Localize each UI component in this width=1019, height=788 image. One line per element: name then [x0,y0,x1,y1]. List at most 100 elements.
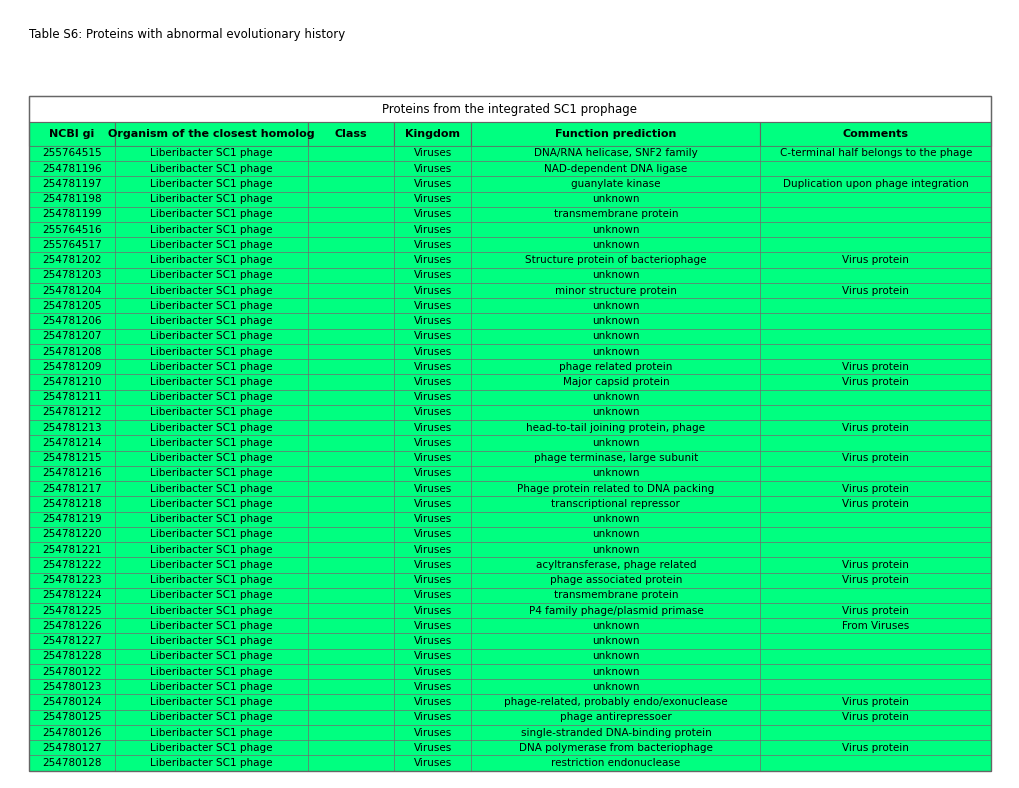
Text: Liberibacter SC1 phage: Liberibacter SC1 phage [150,727,272,738]
Text: Virus protein: Virus protein [842,606,909,615]
Text: phage-related, probably endo/exonuclease: phage-related, probably endo/exonuclease [503,697,727,707]
Bar [394,679,471,694]
Bar [759,756,990,771]
Bar [29,634,115,649]
Text: NCBI gi: NCBI gi [49,129,95,139]
Bar [759,679,990,694]
Bar [115,740,308,756]
Bar [308,329,394,344]
Text: unknown: unknown [592,392,639,402]
Bar [115,573,308,588]
Bar [308,177,394,191]
Bar [115,359,308,374]
Text: unknown: unknown [592,347,639,356]
Bar [308,206,394,222]
Bar [394,496,471,511]
Text: Liberibacter SC1 phage: Liberibacter SC1 phage [150,164,272,173]
Bar [471,664,759,679]
Text: 254781218: 254781218 [42,499,102,509]
Bar [115,177,308,191]
Text: Structure protein of bacteriophage: Structure protein of bacteriophage [525,255,706,265]
Bar [471,451,759,466]
Text: 254781198: 254781198 [42,194,102,204]
Text: Liberibacter SC1 phage: Liberibacter SC1 phage [150,225,272,235]
Text: Viruses: Viruses [414,270,451,281]
Text: Virus protein: Virus protein [842,743,909,753]
Text: Virus protein: Virus protein [842,377,909,387]
Bar [394,206,471,222]
Text: Viruses: Viruses [414,636,451,646]
Text: Viruses: Viruses [414,575,451,585]
Text: Liberibacter SC1 phage: Liberibacter SC1 phage [150,468,272,478]
Bar [115,283,308,298]
Text: phage related protein: phage related protein [558,362,672,372]
Text: 254780125: 254780125 [42,712,102,723]
Bar [394,527,471,542]
Bar [29,725,115,740]
Text: Liberibacter SC1 phage: Liberibacter SC1 phage [150,712,272,723]
Text: Virus protein: Virus protein [842,499,909,509]
Text: Viruses: Viruses [414,225,451,235]
Text: 254781204: 254781204 [42,285,102,296]
Bar [308,389,394,405]
Bar [308,496,394,511]
Text: Liberibacter SC1 phage: Liberibacter SC1 phage [150,697,272,707]
Text: 254781210: 254781210 [42,377,102,387]
Text: Duplication upon phage integration: Duplication upon phage integration [783,179,968,189]
Bar [394,756,471,771]
Bar [29,420,115,435]
Bar [115,511,308,527]
Bar [759,435,990,451]
Bar [29,451,115,466]
Bar [759,420,990,435]
Bar [394,252,471,268]
Text: Liberibacter SC1 phage: Liberibacter SC1 phage [150,575,272,585]
Bar [471,710,759,725]
Bar [308,619,394,634]
Text: Function prediction: Function prediction [554,129,676,139]
Bar [29,649,115,664]
Bar [29,435,115,451]
Bar [394,374,471,389]
Text: C-terminal half belongs to the phage: C-terminal half belongs to the phage [779,148,971,158]
Text: 254780127: 254780127 [42,743,102,753]
Bar [394,329,471,344]
Bar [115,466,308,481]
Text: phage terminase, large subunit: phage terminase, large subunit [533,453,697,463]
Bar [759,511,990,527]
Bar [29,603,115,619]
Bar [471,496,759,511]
Text: Liberibacter SC1 phage: Liberibacter SC1 phage [150,301,272,310]
Bar [394,664,471,679]
Bar [115,634,308,649]
Bar [394,191,471,206]
Bar [759,252,990,268]
Bar [471,481,759,496]
Text: unknown: unknown [592,468,639,478]
Bar [759,389,990,405]
Text: Virus protein: Virus protein [842,712,909,723]
Bar [394,283,471,298]
Bar [759,603,990,619]
Text: Liberibacter SC1 phage: Liberibacter SC1 phage [150,362,272,372]
Bar [394,710,471,725]
Bar [29,96,990,771]
Text: 254780123: 254780123 [42,682,102,692]
Text: unknown: unknown [592,545,639,555]
Bar [394,725,471,740]
Text: Class: Class [334,129,367,139]
Text: 254780126: 254780126 [42,727,102,738]
Text: Viruses: Viruses [414,362,451,372]
Text: Viruses: Viruses [414,377,451,387]
Text: 254781228: 254781228 [42,652,102,661]
Bar [308,237,394,252]
Bar [759,237,990,252]
Text: Viruses: Viruses [414,468,451,478]
Text: Viruses: Viruses [414,407,451,418]
Bar [759,146,990,161]
Text: Virus protein: Virus protein [842,560,909,570]
Bar [394,466,471,481]
Bar [308,679,394,694]
Bar [115,146,308,161]
Bar [308,252,394,268]
